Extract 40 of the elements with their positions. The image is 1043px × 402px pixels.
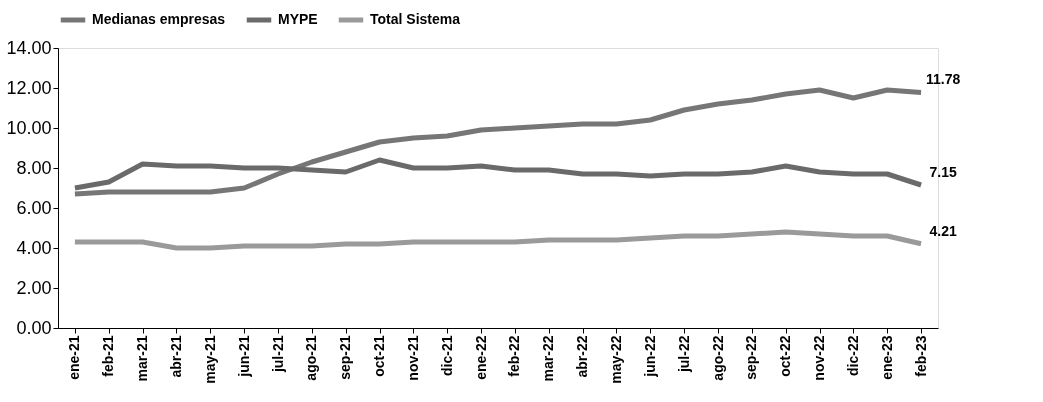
data-label: 7.15 (929, 164, 957, 180)
x-tick-label: nov-21 (404, 335, 421, 381)
x-tick-label: abr-22 (574, 335, 591, 378)
legend-label: MYPE (278, 11, 318, 27)
y-tick-label: 12.00 (6, 77, 52, 98)
x-tick-label: ene-21 (66, 335, 83, 380)
data-label: 4.21 (929, 222, 957, 239)
legend-label: Medianas empresas (92, 11, 226, 27)
x-tick-label: oct-21 (371, 335, 388, 377)
y-tick-label: 2.00 (16, 277, 52, 298)
x-tick-label: oct-22 (777, 335, 794, 377)
data-label: 11.78 (925, 71, 961, 88)
x-tick-label: mar-22 (540, 335, 557, 382)
x-tick-label: feb-21 (100, 335, 117, 377)
y-tick-label: 10.00 (6, 117, 52, 138)
x-tick-label: dic-22 (844, 335, 861, 376)
x-tick-label: jun-21 (235, 335, 252, 378)
x-tick-label: abr-21 (167, 335, 184, 378)
x-tick-label: jul-21 (269, 335, 286, 374)
x-tick-label: ene-23 (878, 335, 895, 380)
x-tick-label: jul-22 (675, 335, 692, 374)
x-tick-label: nov-22 (811, 335, 828, 381)
legend-label: Total Sistema (370, 11, 461, 27)
x-tick-label: may-22 (607, 335, 624, 384)
x-tick-label: may-21 (201, 335, 218, 384)
x-tick-label: ene-22 (472, 335, 489, 380)
y-tick-label: 6.00 (16, 197, 52, 218)
y-tick-label: 8.00 (16, 157, 52, 178)
y-tick-label: 0.00 (16, 317, 52, 338)
x-tick-label: sep-21 (337, 335, 354, 380)
x-tick-label: feb-23 (912, 335, 929, 377)
x-tick-label: mar-21 (134, 335, 151, 382)
y-tick-label: 4.00 (16, 237, 52, 258)
x-tick-label: ago-21 (303, 335, 320, 381)
x-tick-label: feb-22 (506, 335, 523, 377)
y-tick-label: 14.00 (6, 37, 52, 58)
x-tick-label: ago-22 (709, 335, 726, 381)
x-tick-label: jun-22 (641, 335, 658, 378)
x-tick-label: sep-22 (743, 335, 760, 380)
x-tick-label: dic-21 (438, 335, 455, 376)
